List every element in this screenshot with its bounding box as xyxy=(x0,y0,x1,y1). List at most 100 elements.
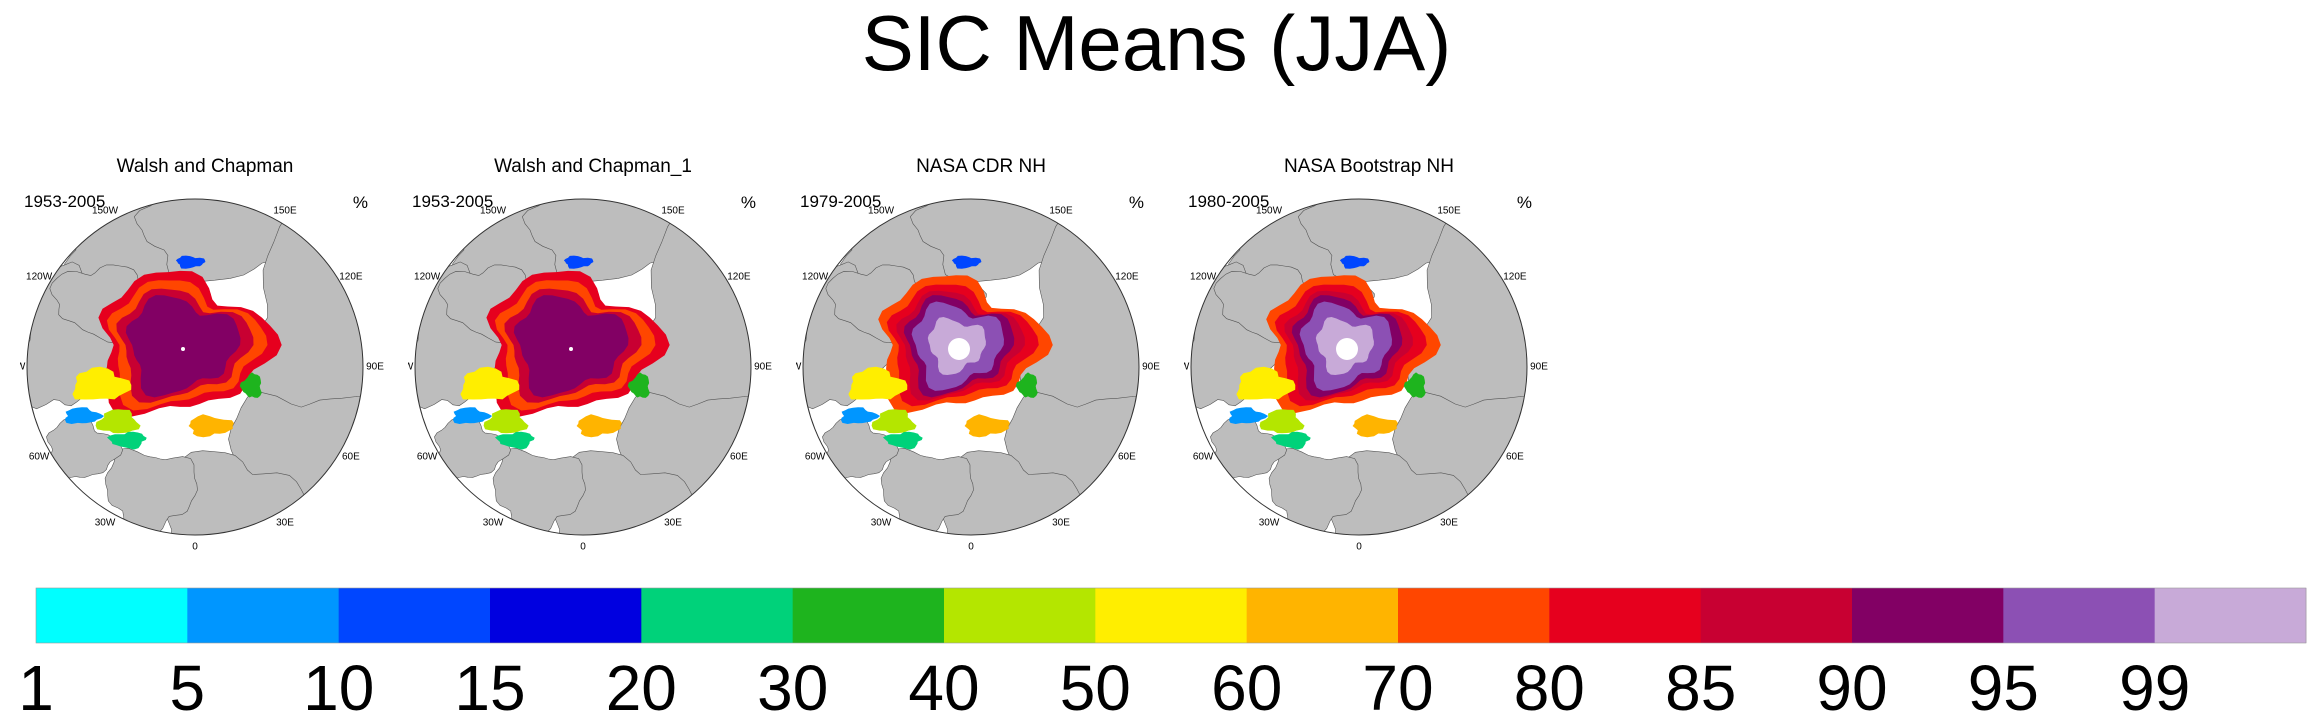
longitude-label: 120W xyxy=(26,272,53,283)
land-mass xyxy=(822,416,900,482)
longitude-label: 60E xyxy=(1118,452,1136,463)
chart-title: SIC Means (JJA) xyxy=(861,0,1452,87)
marginal-ice-patch xyxy=(627,372,650,398)
colorbar-swatch xyxy=(2154,588,2307,643)
panel-title: NASA CDR NH xyxy=(916,156,1046,177)
marginal-ice-patch xyxy=(95,409,141,434)
marginal-ice-patch xyxy=(1229,407,1269,424)
colorbar-tick-label: 20 xyxy=(606,652,677,719)
pole-hole xyxy=(948,338,970,360)
land-mass xyxy=(104,447,198,535)
colorbar-tick-label: 5 xyxy=(170,652,206,719)
pole-hole xyxy=(569,347,573,351)
longitude-label: 60W xyxy=(805,452,826,463)
colorbar-swatch xyxy=(944,588,1096,643)
marginal-ice-patch xyxy=(72,366,132,400)
longitude-label: 30W xyxy=(483,518,504,529)
marginal-ice-patch xyxy=(107,431,147,450)
longitude-label: 120E xyxy=(1503,272,1527,283)
marginal-ice-patch xyxy=(964,414,1010,438)
longitude-label: 150E xyxy=(1437,206,1461,217)
marginal-ice-patch xyxy=(1271,431,1311,450)
polar-map: 180 150E 120E 90E 60E 30E 0 30W 60W 90W 120W 150W xyxy=(408,190,772,550)
longitude-label: 90W xyxy=(1184,362,1190,373)
colorbar-swatch xyxy=(1246,588,1399,643)
longitude-label: 90E xyxy=(754,362,772,373)
marginal-ice-patch xyxy=(1236,366,1296,400)
longitude-label: 0 xyxy=(192,542,198,550)
marginal-ice-patch xyxy=(1015,372,1038,398)
colorbar-swatch xyxy=(1549,588,1702,643)
land-mass xyxy=(880,447,974,535)
marginal-ice-patch xyxy=(1403,372,1426,398)
land-mass xyxy=(1210,416,1288,482)
longitude-label: 30W xyxy=(871,518,892,529)
longitude-label: 150W xyxy=(868,206,895,217)
colorbar: 1 5 10 15 20 30 40 50 60 70 80 85 90 95 99 xyxy=(18,587,2307,719)
longitude-label: 30W xyxy=(95,518,116,529)
longitude-label: 150W xyxy=(480,206,507,217)
marginal-ice-patch xyxy=(951,255,982,269)
longitude-label: 180 xyxy=(187,190,204,193)
colorbar-tick-label: 70 xyxy=(1362,652,1433,719)
longitude-label: 30E xyxy=(1052,518,1070,529)
panel-units: % xyxy=(740,193,756,212)
longitude-label: 120E xyxy=(1115,272,1139,283)
panel-period: 1979-2005 xyxy=(800,192,882,211)
longitude-label: 0 xyxy=(580,542,586,550)
colorbar-tick-label: 99 xyxy=(2119,652,2190,719)
longitude-label: 90W xyxy=(796,362,802,373)
marginal-ice-patch xyxy=(453,407,493,424)
panel-title: Walsh and Chapman xyxy=(116,156,294,177)
colorbar-swatch xyxy=(792,588,945,643)
longitude-label: 30E xyxy=(276,518,294,529)
panel-title: Walsh and Chapman_1 xyxy=(494,156,692,177)
colorbar-tick-label: 1 xyxy=(18,652,54,719)
marginal-ice-patch xyxy=(460,366,520,400)
colorbar-tick-label: 95 xyxy=(1968,652,2039,719)
longitude-label: 180 xyxy=(963,190,980,193)
map-boundary xyxy=(414,198,752,536)
colorbar-tick-label: 90 xyxy=(1816,652,1887,719)
marginal-ice-patch xyxy=(65,407,105,424)
map-boundary xyxy=(802,198,1140,536)
map-boundary xyxy=(1190,198,1528,536)
map-panel: NASA Bootstrap NH 1980-2005 % 180 150E 120… xyxy=(1184,150,1554,550)
pole-hole xyxy=(1336,338,1358,360)
panel-period: 1953-2005 xyxy=(24,192,106,211)
map-panel: Walsh and Chapman 1953-2005 % 180 150E 120… xyxy=(20,150,390,550)
colorbar-tick-label: 10 xyxy=(303,652,374,719)
marginal-ice-patch xyxy=(841,407,881,424)
panel-units: % xyxy=(1128,193,1144,212)
longitude-label: 90E xyxy=(1142,362,1160,373)
marginal-ice-patch xyxy=(1339,255,1370,269)
marginal-ice-patch xyxy=(188,414,234,438)
map-panel: Walsh and Chapman_1 1953-2005 % 180150E1… xyxy=(408,150,778,550)
longitude-label: 120W xyxy=(802,272,829,283)
panel-period: 1980-2005 xyxy=(1188,192,1270,211)
marginal-ice-patch xyxy=(483,409,529,434)
longitude-label: 150W xyxy=(92,206,119,217)
land-mass xyxy=(46,416,124,482)
map-boundary xyxy=(26,198,364,536)
colorbar-tick-label: 15 xyxy=(454,652,525,719)
marginal-ice-patch xyxy=(871,409,917,434)
longitude-label: 150E xyxy=(273,206,297,217)
panel-period: 1953-2005 xyxy=(412,192,494,211)
longitude-label: 120W xyxy=(1190,272,1217,283)
colorbar-swatch xyxy=(641,588,794,643)
marginal-ice-patch xyxy=(563,255,594,269)
colorbar-swatch xyxy=(338,588,491,643)
longitude-label: 90E xyxy=(1530,362,1548,373)
colorbar-tick-label: 40 xyxy=(908,652,979,719)
longitude-label: 90E xyxy=(366,362,384,373)
marginal-ice-patch xyxy=(848,366,908,400)
colorbar-tick-label: 60 xyxy=(1211,652,1282,719)
longitude-label: 120W xyxy=(414,272,441,283)
longitude-label: 150W xyxy=(1256,206,1283,217)
marginal-ice-patch xyxy=(883,431,923,450)
longitude-label: 60W xyxy=(29,452,50,463)
longitude-label: 60E xyxy=(730,452,748,463)
land-mass xyxy=(492,447,586,535)
longitude-label: 30E xyxy=(664,518,682,529)
